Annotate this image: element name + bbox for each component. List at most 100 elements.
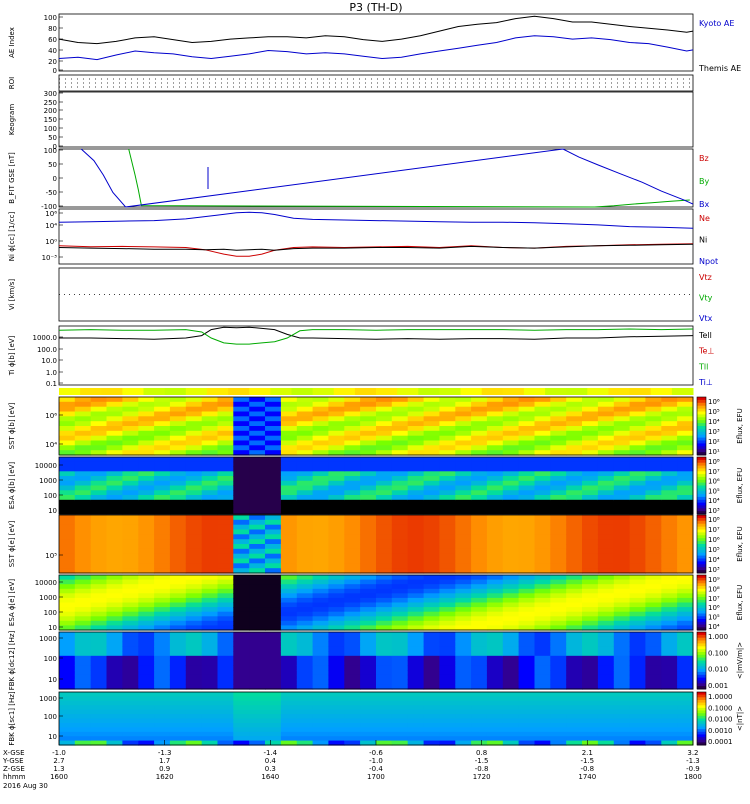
heatmap-cell bbox=[74, 692, 92, 697]
heatmap-cell bbox=[439, 509, 456, 515]
heatmap-cell bbox=[550, 476, 567, 482]
heatmap-cell bbox=[439, 660, 456, 666]
heatmap-cell bbox=[249, 651, 266, 657]
sst-top-band bbox=[460, 388, 483, 395]
heatmap-cell bbox=[423, 665, 440, 671]
heatmap-cell bbox=[566, 553, 583, 560]
heatmap-cell bbox=[645, 632, 662, 638]
colorbar-segment bbox=[697, 457, 706, 461]
heatmap-cell bbox=[154, 602, 171, 608]
heatmap-cell bbox=[280, 563, 298, 569]
heatmap-cell bbox=[185, 722, 203, 728]
heatmap-cell bbox=[582, 401, 599, 408]
panel-4-ytick: 10⁰ bbox=[45, 238, 57, 246]
colorbar-segment bbox=[697, 496, 706, 501]
heatmap-cell bbox=[169, 534, 187, 540]
heatmap-cell bbox=[518, 736, 535, 742]
heatmap-cell bbox=[645, 692, 662, 697]
heatmap-cell bbox=[59, 718, 76, 724]
heatmap-cell bbox=[518, 471, 535, 477]
colorbar-segment bbox=[697, 586, 706, 590]
heatmap-cell bbox=[217, 588, 234, 594]
heatmap-cell bbox=[502, 593, 520, 599]
heatmap-cell bbox=[566, 670, 583, 676]
colorbar-segment bbox=[697, 491, 706, 495]
heatmap-cell bbox=[138, 602, 155, 608]
heatmap-cell bbox=[74, 705, 92, 711]
heatmap-cell bbox=[423, 718, 440, 724]
heatmap-cell bbox=[582, 593, 599, 599]
heatmap-cell bbox=[265, 397, 282, 403]
heatmap-cell bbox=[550, 457, 567, 463]
heatmap-cell bbox=[613, 616, 631, 622]
heatmap-cell bbox=[106, 718, 123, 724]
heatmap-cell bbox=[59, 636, 76, 643]
heatmap-cell bbox=[613, 727, 631, 733]
heatmap-cell bbox=[486, 616, 504, 622]
heatmap-cell bbox=[201, 548, 219, 555]
heatmap-cell bbox=[597, 401, 615, 408]
colorbar-segment bbox=[697, 440, 706, 444]
heatmap-cell bbox=[613, 539, 631, 545]
heatmap-cell bbox=[376, 646, 393, 652]
heatmap-cell bbox=[407, 466, 425, 472]
sst-top-band bbox=[164, 388, 187, 395]
heatmap-cell bbox=[455, 457, 472, 463]
heatmap-cell bbox=[138, 416, 155, 422]
heatmap-cell bbox=[233, 461, 250, 468]
heatmap-cell bbox=[439, 655, 456, 662]
heatmap-cell bbox=[154, 593, 171, 599]
heatmap-cell bbox=[661, 736, 678, 742]
heatmap-cell bbox=[502, 674, 520, 681]
heatmap-cell bbox=[391, 499, 409, 506]
heatmap-cell bbox=[138, 445, 155, 451]
heatmap-cell bbox=[233, 457, 250, 463]
heatmap-cell bbox=[106, 485, 123, 491]
heatmap-cell bbox=[550, 593, 567, 599]
heatmap-cell bbox=[106, 731, 123, 737]
heatmap-cell bbox=[677, 421, 694, 427]
heatmap-cell bbox=[677, 406, 694, 413]
heatmap-cell bbox=[629, 504, 646, 510]
heatmap-cell bbox=[582, 485, 599, 491]
heatmap-cell bbox=[280, 670, 298, 676]
heatmap-cell bbox=[407, 665, 425, 671]
heatmap-cell bbox=[534, 485, 551, 491]
heatmap-cell bbox=[233, 534, 250, 540]
heatmap-cell bbox=[407, 426, 425, 432]
panel-3-frame bbox=[58, 148, 694, 208]
heatmap-cell bbox=[391, 466, 409, 472]
heatmap-cell bbox=[391, 736, 409, 742]
heatmap-cell bbox=[138, 651, 155, 657]
heatmap-cell bbox=[423, 421, 440, 427]
heatmap-cell bbox=[391, 709, 409, 715]
heatmap-cell bbox=[201, 575, 219, 581]
heatmap-cell bbox=[106, 416, 123, 422]
heatmap-cell bbox=[597, 563, 615, 569]
heatmap-cell bbox=[439, 548, 456, 555]
heatmap-cell bbox=[138, 597, 155, 604]
heatmap-cell bbox=[534, 495, 551, 501]
heatmap-cell bbox=[122, 651, 139, 657]
heatmap-cell bbox=[265, 445, 282, 451]
heatmap-cell bbox=[534, 593, 551, 599]
heatmap-cell bbox=[312, 727, 329, 733]
heatmap-cell bbox=[502, 524, 520, 531]
heatmap-cell bbox=[312, 476, 329, 482]
panel-11-heatmap bbox=[59, 632, 694, 690]
heatmap-cell bbox=[360, 651, 377, 657]
heatmap-cell bbox=[407, 584, 425, 590]
heatmap-cell bbox=[138, 515, 155, 521]
heatmap-cell bbox=[296, 607, 314, 613]
heatmap-cell bbox=[138, 397, 155, 403]
panel-6-ytick: 10.0 bbox=[41, 357, 57, 365]
heatmap-cell bbox=[138, 411, 155, 417]
heatmap-cell bbox=[455, 670, 472, 676]
heatmap-cell bbox=[328, 616, 345, 622]
heatmap-cell bbox=[122, 495, 139, 501]
heatmap-cell bbox=[185, 651, 203, 657]
heatmap-cell bbox=[407, 504, 425, 510]
heatmap-cell bbox=[391, 563, 409, 569]
heatmap-cell bbox=[677, 740, 694, 746]
